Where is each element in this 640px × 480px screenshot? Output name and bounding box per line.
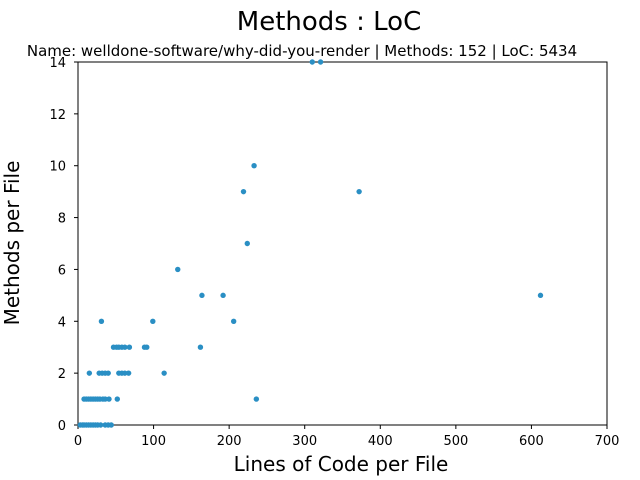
x-tick-label: 300 [292, 434, 317, 449]
data-point [309, 59, 315, 65]
data-point [537, 292, 544, 299]
data-point [161, 370, 167, 376]
data-point [86, 370, 93, 376]
data-points [77, 59, 544, 428]
x-tick-label: 500 [443, 434, 468, 449]
data-point [356, 188, 362, 195]
x-tick-label: 700 [595, 434, 620, 449]
x-tick-label: 200 [217, 434, 242, 449]
plot-area-frame [77, 61, 608, 426]
data-point [122, 344, 128, 350]
y-tick-label: 4 [58, 315, 66, 330]
x-tick-label: 400 [368, 434, 393, 449]
data-point [98, 318, 105, 324]
data-point [230, 318, 237, 324]
data-point [251, 163, 257, 169]
data-point [97, 422, 104, 428]
data-point [244, 240, 250, 247]
y-tick-label: 2 [58, 367, 66, 382]
y-tick-label: 8 [58, 212, 66, 227]
y-axis: 0 2 4 6 8 10 12 14 [49, 56, 78, 434]
y-axis-label: Methods per File [0, 161, 24, 326]
data-point [122, 370, 128, 376]
x-tick-label: 0 [74, 434, 82, 449]
data-point [102, 396, 108, 402]
data-point [317, 59, 324, 65]
data-point [150, 318, 156, 324]
x-axis-label: Lines of Code per File [234, 452, 449, 476]
data-point [253, 396, 260, 402]
data-point [125, 370, 132, 376]
y-tick-label: 10 [49, 160, 66, 175]
y-tick-label: 12 [49, 108, 66, 123]
chart-title: Methods : LoC [237, 7, 421, 37]
x-tick-label: 100 [141, 434, 166, 449]
chart-subtitle: Name: welldone-software/why-did-you-rend… [27, 42, 577, 60]
y-tick-label: 14 [49, 56, 66, 71]
data-point [175, 266, 181, 273]
data-point [126, 344, 133, 350]
data-point [106, 396, 112, 402]
y-tick-label: 0 [58, 419, 66, 434]
data-point [220, 292, 226, 299]
data-point [197, 344, 204, 350]
y-tick-label: 6 [58, 263, 66, 278]
data-point [144, 344, 150, 350]
data-point [114, 396, 120, 402]
x-tick-label: 600 [519, 434, 544, 449]
data-point [240, 188, 247, 195]
x-axis: 0 100 200 300 400 500 600 700 [74, 425, 620, 449]
data-point [108, 422, 114, 428]
data-point [105, 370, 111, 376]
data-point [199, 292, 205, 299]
